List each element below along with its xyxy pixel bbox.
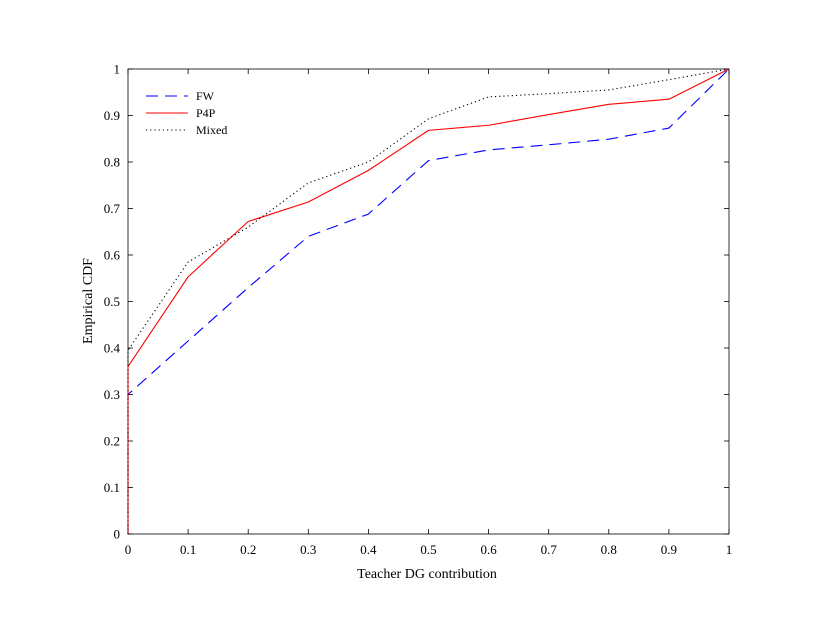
y-tick-label: 0.3 — [104, 387, 120, 402]
x-tick-label: 0.6 — [480, 542, 497, 557]
plot-border — [127, 68, 730, 535]
y-axis-ticks: 0 0.1 0.2 0.3 0.4 0.5 0.6 0.7 0.8 0.9 1 — [104, 62, 729, 542]
x-tick-label: 0.4 — [360, 542, 377, 557]
legend-label-mixed: Mixed — [196, 123, 227, 137]
y-axis-label: Empirical CDF — [81, 258, 96, 344]
series-line-p4p — [127, 68, 730, 534]
legend-label-p4p: P4P — [196, 106, 216, 120]
y-tick-label: 0.5 — [104, 294, 120, 309]
x-axis-ticks: 0 0.1 0.2 0.3 0.4 0.5 0.6 0.7 0.8 0.9 1 — [125, 69, 733, 557]
legend: FW P4P Mixed — [146, 89, 227, 137]
y-tick-label: 0 — [114, 527, 121, 542]
y-tick-label: 0.4 — [104, 341, 121, 356]
series-line-mixed — [127, 68, 730, 534]
x-tick-label: 0.2 — [240, 542, 256, 557]
y-tick-label: 0.8 — [104, 155, 120, 170]
series-line-fw — [127, 68, 730, 534]
y-tick-label: 0.2 — [104, 434, 120, 449]
x-tick-label: 0.3 — [300, 542, 316, 557]
y-tick-label: 0.1 — [104, 480, 120, 495]
series-layer — [127, 68, 730, 534]
plot-frame — [127, 68, 730, 535]
x-axis-label: Teacher DG contribution — [357, 567, 497, 582]
x-tick-label: 0.7 — [541, 542, 558, 557]
legend-label-fw: FW — [196, 89, 215, 103]
x-tick-label: 0.9 — [661, 542, 677, 557]
x-tick-label: 0.1 — [180, 542, 196, 557]
y-tick-label: 0.6 — [104, 248, 121, 263]
y-tick-label: 0.9 — [104, 108, 120, 123]
y-tick-label: 0.7 — [104, 201, 121, 216]
x-tick-label: 0.5 — [420, 542, 436, 557]
x-tick-label: 1 — [726, 542, 733, 557]
y-tick-label: 1 — [114, 62, 121, 77]
x-tick-label: 0 — [125, 542, 132, 557]
x-tick-label: 0.8 — [601, 542, 617, 557]
